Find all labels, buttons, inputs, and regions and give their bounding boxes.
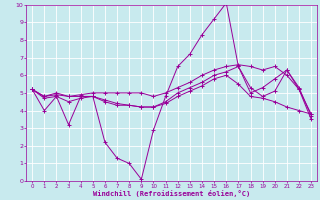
X-axis label: Windchill (Refroidissement éolien,°C): Windchill (Refroidissement éolien,°C) — [93, 190, 250, 197]
